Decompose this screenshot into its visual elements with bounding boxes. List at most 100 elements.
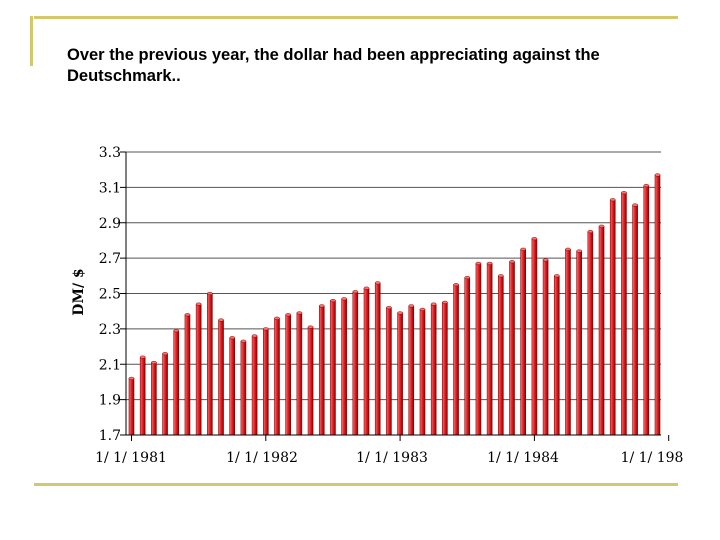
bottom-rule: [34, 483, 678, 486]
bar: [128, 378, 135, 436]
bar: [307, 326, 314, 436]
bar: [386, 307, 392, 436]
x-tick-label: 1/ 1/ 1981: [95, 450, 167, 466]
bar-cap: [475, 261, 482, 265]
bar-cap: [520, 247, 526, 251]
bar-cap: [195, 302, 202, 306]
bar-cap: [632, 203, 638, 207]
left-rule: [30, 16, 33, 66]
bar-cap: [285, 313, 291, 317]
bar-cap: [386, 306, 392, 310]
bar: [509, 261, 515, 436]
bar: [486, 263, 493, 436]
bar: [531, 238, 538, 436]
bar: [408, 305, 415, 436]
bar-cap: [397, 311, 403, 315]
bar-cap: [430, 302, 437, 306]
y-tick-label: 1.9: [99, 393, 121, 409]
bar-cap: [330, 299, 336, 303]
bar: [453, 284, 459, 436]
bar-cap: [374, 281, 381, 285]
bar: [397, 312, 403, 436]
bar-cap: [509, 260, 515, 264]
bar-cap: [621, 191, 627, 195]
y-tick-label: 3.3: [99, 145, 121, 161]
bar-cap: [341, 297, 347, 301]
bar-cap: [464, 276, 470, 280]
bar-cap: [587, 230, 594, 234]
bar-cap: [296, 311, 303, 315]
bar-cap: [162, 352, 168, 356]
bar-cap: [576, 249, 582, 253]
bar-cap: [274, 316, 280, 320]
bar-cap: [151, 360, 157, 365]
slide-title: Over the previous year, the dollar had b…: [67, 46, 600, 85]
bar: [207, 293, 213, 436]
bar-cap: [554, 274, 560, 278]
bar: [240, 340, 247, 436]
bar: [173, 330, 180, 436]
bar: [442, 302, 448, 436]
bar-cap: [251, 334, 258, 338]
y-tick-label: 1.7: [99, 428, 121, 444]
bar: [520, 248, 527, 436]
bar: [542, 259, 549, 436]
top-rule: [34, 16, 678, 19]
bar-cap: [229, 336, 235, 340]
bar: [430, 303, 437, 436]
bar-cap: [542, 258, 549, 262]
bar-cap: [307, 325, 314, 329]
bar: [318, 305, 325, 436]
y-tick-label: 2.3: [99, 322, 121, 338]
bar-cap: [598, 224, 605, 228]
bar-cap: [442, 300, 448, 304]
bar: [274, 317, 280, 436]
bar-cap: [352, 290, 359, 294]
bar-cap: [531, 237, 538, 241]
bar-cap: [363, 286, 370, 290]
y-tick-label: 2.1: [99, 357, 121, 373]
bar: [352, 291, 359, 436]
x-tick-label: 1/ 1/ 1983: [356, 450, 428, 466]
bar-cap: [419, 307, 426, 311]
bar: [576, 250, 582, 436]
bar: [654, 174, 661, 436]
bar: [229, 337, 236, 436]
bar-cap: [498, 274, 504, 278]
x-tick-label: 1/ 1/ 1982: [226, 450, 298, 466]
bar: [262, 328, 269, 436]
bar: [162, 353, 168, 436]
bar: [139, 356, 146, 436]
bar-cap: [128, 376, 135, 380]
bar: [363, 287, 370, 436]
bar-cap: [207, 291, 213, 296]
bar: [151, 362, 157, 436]
bar: [598, 225, 605, 436]
bar: [565, 248, 571, 436]
y-tick-label: 2.7: [99, 251, 121, 267]
bar: [285, 314, 291, 436]
bar: [419, 309, 426, 436]
bar: [475, 263, 482, 436]
y-tick-label: 3.1: [99, 180, 121, 196]
bar: [632, 204, 638, 436]
bar-cap: [240, 339, 247, 343]
y-tick-label: 2.9: [99, 216, 121, 232]
bar: [621, 192, 627, 436]
bar: [330, 300, 336, 436]
bar: [195, 303, 202, 436]
bar-cap: [184, 313, 191, 317]
x-tick-label: 1/ 1/ 1984: [487, 450, 559, 466]
bar-cap: [173, 329, 180, 333]
axes: 3.3 3.1 2.9 2.7 2.5 2.3 2.1 1.9 1.7 1/ 1/ 1981 1/ …: [95, 145, 683, 466]
bar-cap: [565, 247, 571, 251]
bar: [587, 231, 594, 436]
bar-cap: [654, 173, 661, 177]
bar: [251, 335, 258, 436]
bar: [341, 298, 347, 436]
bar: [184, 314, 191, 436]
x-tick-label: 1/ 1/ 198: [621, 450, 684, 466]
bar-cap: [218, 318, 224, 322]
bar-cap: [408, 304, 415, 308]
y-tick-label: 2.5: [99, 287, 121, 303]
